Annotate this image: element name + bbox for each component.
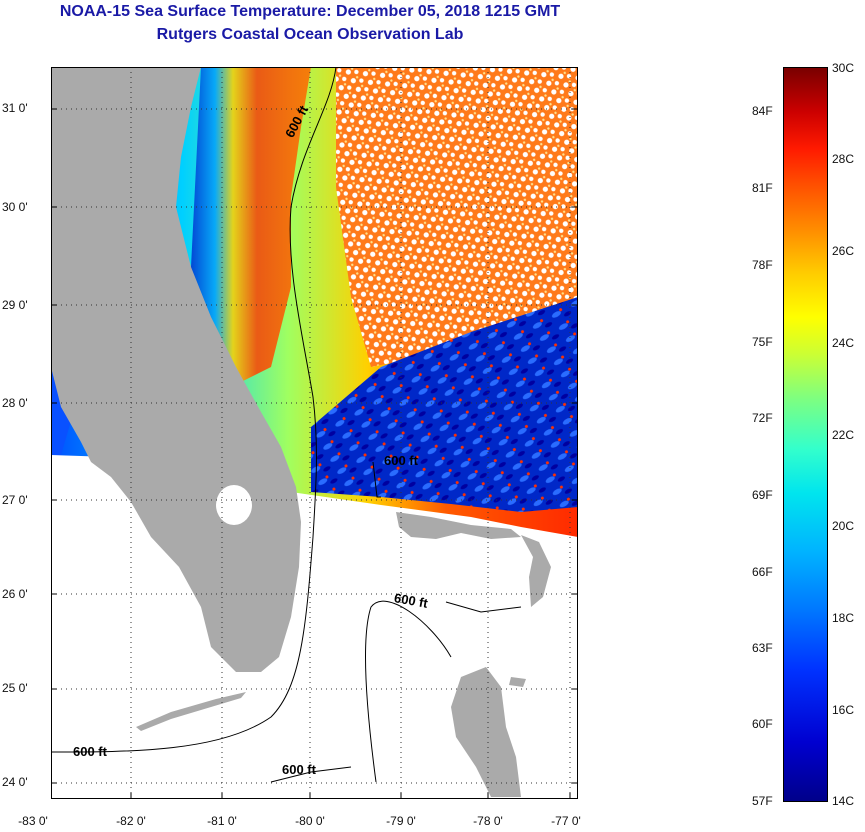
colorbar-celsius-label: 22C — [832, 428, 855, 442]
longitude-label: -80 0' — [295, 814, 325, 828]
colorbar-celsius-label: 20C — [832, 519, 855, 533]
colorbar-fahrenheit-label: 66F — [752, 565, 773, 579]
colorbar-celsius-label: 28C — [832, 152, 855, 166]
latitude-label: 31 0' — [2, 101, 28, 115]
colorbar-fahrenheit-label: 57F — [752, 794, 773, 808]
florida-keys — [136, 692, 246, 731]
graticule — [51, 67, 578, 799]
latitude-label: 29 0' — [2, 298, 28, 312]
longitude-label: -77 0' — [551, 814, 581, 828]
colorbar-fahrenheit-label: 60F — [752, 717, 773, 731]
latitude-label: 26 0' — [2, 587, 28, 601]
grand-bahama-island — [396, 512, 521, 539]
cloud-contaminated-area — [336, 67, 578, 367]
longitude-label: -78 0' — [473, 814, 503, 828]
colorbar-fahrenheit-label: 75F — [752, 335, 773, 349]
contour-label: 600 ft — [282, 762, 316, 777]
latitude-label: 25 0' — [2, 681, 28, 695]
map-frame — [51, 67, 578, 799]
cold-anomaly-area — [311, 297, 578, 512]
colorbar-celsius-label: 14C — [832, 794, 855, 808]
map-title: NOAA-15 Sea Surface Temperature: Decembe… — [59, 3, 561, 20]
latitude-label: 24 0' — [2, 775, 28, 789]
colorbar-celsius-label: 30C — [832, 61, 855, 75]
longitude-label: -81 0' — [207, 814, 237, 828]
axis-ticks — [51, 108, 578, 799]
colorbar-celsius-label: 16C — [832, 703, 855, 717]
latitude-label: 27 0' — [2, 493, 28, 507]
contour-label: 600 ft — [73, 744, 107, 759]
colorbar-celsius-label: 24C — [832, 336, 855, 350]
isobath-600ft — [51, 67, 522, 783]
contour-label: 600 ft — [384, 453, 418, 468]
colorbar-celsius-label: 26C — [832, 244, 855, 258]
sst-map-canvas — [51, 67, 578, 799]
latitude-label: 28 0' — [2, 396, 28, 410]
map-subtitle: Rutgers Coastal Ocean Observation Lab — [156, 26, 464, 43]
longitude-label: -83 0' — [18, 814, 48, 828]
colorbar-fahrenheit-label: 78F — [752, 258, 773, 272]
sst-map — [51, 67, 578, 799]
temperature-colorbar — [783, 67, 828, 802]
colorbar-fahrenheit-label: 84F — [752, 104, 773, 118]
colorbar-fahrenheit-label: 72F — [752, 411, 773, 425]
longitude-label: -79 0' — [386, 814, 416, 828]
colorbar-fahrenheit-label: 81F — [752, 181, 773, 195]
nearshore-sst — [191, 67, 311, 387]
lake-okeechobee — [216, 485, 252, 525]
colorbar-fahrenheit-label: 69F — [752, 488, 773, 502]
andros-island — [451, 667, 521, 797]
colorbar-celsius-label: 18C — [832, 611, 855, 625]
colorbar-fahrenheit-label: 63F — [752, 641, 773, 655]
longitude-label: -82 0' — [116, 814, 146, 828]
berry-islands — [509, 677, 526, 687]
abaco-island — [521, 535, 551, 607]
latitude-label: 30 0' — [2, 200, 28, 214]
